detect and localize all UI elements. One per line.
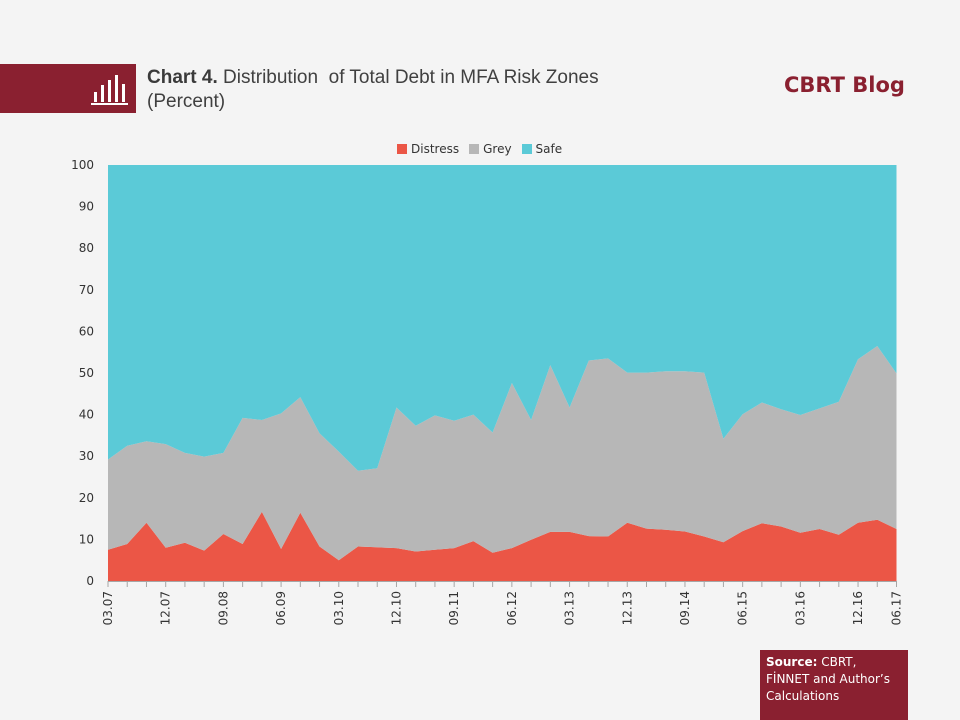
area-grey [108,346,897,561]
x-tick-label: 06.15 [736,591,750,625]
legend-item-safe: Safe [521,142,563,156]
area-safe [108,165,897,471]
x-tick-label: 09.11 [447,591,461,625]
chart-number: Chart 4. [147,67,218,88]
x-tick-label: 09.14 [678,591,692,625]
x-tick-label: 09.08 [216,591,230,625]
legend-swatch-safe [521,144,532,154]
area-distress [108,511,897,581]
icon-baseline [91,103,128,105]
legend-swatch-grey [469,144,480,154]
y-tick-label: 90 [79,200,94,214]
x-tick-label: 12.07 [159,591,173,625]
y-tick-label: 20 [79,491,94,505]
y-tick-label: 10 [79,532,94,546]
x-tick-label: 06.09 [274,591,288,625]
x-tick-label: 12.16 [851,591,865,625]
icon-bar [115,75,118,102]
source-note: Source: CBRT, FİNNET and Author’s Calcul… [760,650,908,720]
icon-bar [101,85,104,102]
bar-chart-icon [91,75,128,105]
y-tick-label: 70 [79,283,94,297]
x-axis: 03.07 12.07 09.08 06.09 03.10 12.10 09.11 06.12… [101,581,904,625]
icon-bar [122,84,125,102]
x-tick-label: 03.10 [332,591,346,625]
y-tick-label: 30 [79,449,94,463]
source-label: Source: [766,655,818,669]
x-tick-label: 06.17 [890,591,904,625]
y-tick-label: 80 [79,241,94,255]
legend-label: Safe [535,142,563,156]
x-tick-label: 03.07 [101,591,115,625]
icon-bar [108,80,111,102]
icon-bar [94,92,97,102]
legend-swatch-distress [397,144,407,154]
legend-item-grey: Grey [469,142,512,156]
legend: Distress Grey Safe [397,142,562,156]
legend-item-distress: Distress [397,142,459,156]
y-axis: 0 10 20 30 40 50 60 70 80 90 100 [71,158,94,588]
chart-title: Chart 4. Distribution of Total Debt in M… [147,66,707,114]
x-tick-label: 12.13 [620,591,634,625]
chart-title-text: Distribution of Total Debt in MFA Risk Z… [223,67,599,88]
x-tick-label: 03.13 [563,591,577,625]
x-tick-label: 12.10 [389,591,403,625]
y-tick-label: 60 [79,324,94,338]
brand-label: CBRT Blog [784,73,905,97]
y-tick-label: 0 [86,574,94,588]
legend-label: Grey [483,142,512,156]
stacked-area-chart: 0 10 20 30 40 50 60 70 80 90 100 03.07 12.07 09.08 06… [71,158,904,625]
source-text: CBRT, FİNNET and Author’s Calculations [766,655,890,703]
y-tick-label: 50 [79,366,94,380]
x-tick-label: 06.12 [505,591,519,625]
y-tick-label: 100 [71,158,94,172]
legend-label: Distress [411,142,460,156]
areas [108,165,897,581]
x-tick-label: 03.16 [793,591,807,625]
chart-subtitle: (Percent) [147,91,226,112]
y-tick-label: 40 [79,408,94,422]
